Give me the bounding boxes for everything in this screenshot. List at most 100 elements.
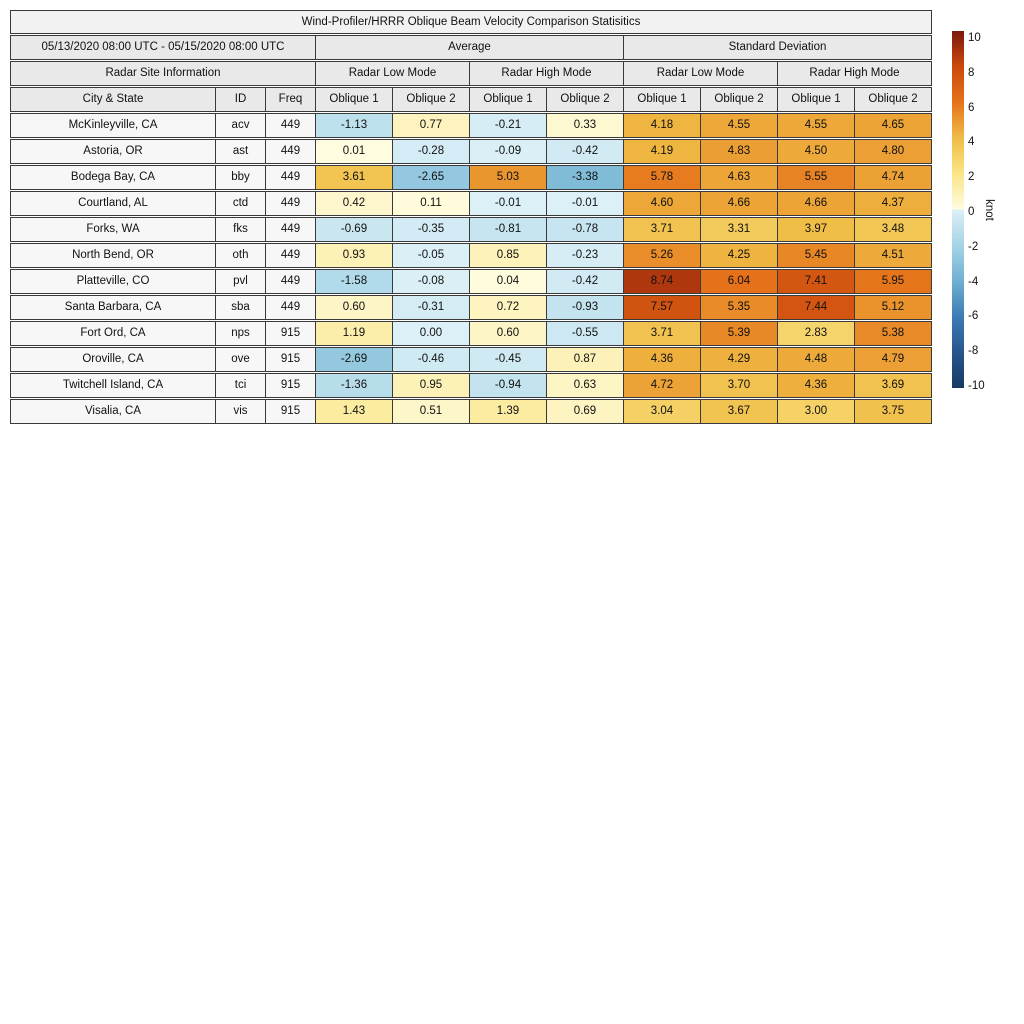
value-cell: 4.80: [854, 139, 932, 164]
value-cell: 0.85: [469, 243, 547, 268]
value-cell: -3.38: [546, 165, 624, 190]
freq-cell: 449: [265, 295, 316, 320]
table-row: Platteville, CO pvl 449 -1.58 -0.08 0.04 -0.42…: [10, 269, 932, 294]
column-header-row: City & State ID Freq Oblique 1 Oblique 2…: [10, 87, 932, 112]
value-cell: 3.61: [315, 165, 393, 190]
city-cell: Oroville, CA: [10, 347, 216, 372]
id-cell: vis: [215, 399, 266, 424]
value-cell: 4.36: [623, 347, 701, 372]
city-cell: Forks, WA: [10, 217, 216, 242]
value-cell: 5.45: [777, 243, 855, 268]
oblique2-header: Oblique 2: [854, 87, 932, 112]
colorbar-tick: -4: [968, 275, 979, 288]
value-cell: 3.04: [623, 399, 701, 424]
value-cell: -0.69: [315, 217, 393, 242]
value-cell: -0.94: [469, 373, 547, 398]
value-cell: 4.79: [854, 347, 932, 372]
value-cell: -0.42: [546, 269, 624, 294]
value-cell: -0.31: [392, 295, 470, 320]
freq-cell: 449: [265, 139, 316, 164]
group-header-row: 05/13/2020 08:00 UTC - 05/15/2020 08:00 …: [10, 35, 932, 60]
oblique2-header: Oblique 2: [392, 87, 470, 112]
value-cell: 0.93: [315, 243, 393, 268]
stats-table: Wind-Profiler/HRRR Oblique Beam Velocity…: [10, 10, 932, 424]
id-cell: sba: [215, 295, 266, 320]
value-cell: -0.93: [546, 295, 624, 320]
value-cell: 4.51: [854, 243, 932, 268]
value-cell: -0.42: [546, 139, 624, 164]
colorbar-tick: 2: [968, 171, 975, 184]
table-row: Bodega Bay, CA bby 449 3.61 -2.65 5.03 -3.38 5.…: [10, 165, 932, 190]
city-cell: McKinleyville, CA: [10, 113, 216, 138]
radar-site-information-header: Radar Site Information: [10, 61, 316, 86]
id-cell: ast: [215, 139, 266, 164]
value-cell: -0.45: [469, 347, 547, 372]
freq-cell: 915: [265, 399, 316, 424]
value-cell: -1.13: [315, 113, 393, 138]
value-cell: 5.78: [623, 165, 701, 190]
table-row: Fort Ord, CA nps 915 1.19 0.00 0.60 -0.55 3.71 5…: [10, 321, 932, 346]
value-cell: 0.63: [546, 373, 624, 398]
std-high-mode-header: Radar High Mode: [777, 61, 932, 86]
value-cell: -0.08: [392, 269, 470, 294]
id-cell: acv: [215, 113, 266, 138]
value-cell: 4.55: [777, 113, 855, 138]
value-cell: -0.35: [392, 217, 470, 242]
id-cell: bby: [215, 165, 266, 190]
value-cell: 0.04: [469, 269, 547, 294]
table-row: Santa Barbara, CA sba 449 0.60 -0.31 0.72 -0.9…: [10, 295, 932, 320]
colorbar-tick: -6: [968, 310, 979, 323]
value-cell: 5.35: [700, 295, 778, 320]
id-cell: oth: [215, 243, 266, 268]
id-cell: tci: [215, 373, 266, 398]
table-row: Forks, WA fks 449 -0.69 -0.35 -0.81 -0.78 3.71 3…: [10, 217, 932, 242]
value-cell: 3.70: [700, 373, 778, 398]
value-cell: 0.60: [315, 295, 393, 320]
value-cell: 4.48: [777, 347, 855, 372]
value-cell: 4.19: [623, 139, 701, 164]
value-cell: 7.44: [777, 295, 855, 320]
freq-cell: 449: [265, 165, 316, 190]
value-cell: 5.38: [854, 321, 932, 346]
city-state-header: City & State: [10, 87, 216, 112]
freq-cell: 449: [265, 191, 316, 216]
date-range: 05/13/2020 08:00 UTC - 05/15/2020 08:00 …: [10, 35, 316, 60]
value-cell: 3.75: [854, 399, 932, 424]
value-cell: 5.55: [777, 165, 855, 190]
value-cell: -0.01: [469, 191, 547, 216]
value-cell: -0.28: [392, 139, 470, 164]
value-cell: 3.69: [854, 373, 932, 398]
value-cell: 0.01: [315, 139, 393, 164]
value-cell: -0.81: [469, 217, 547, 242]
freq-cell: 915: [265, 347, 316, 372]
group-average: Average: [315, 35, 624, 60]
oblique1-header: Oblique 1: [777, 87, 855, 112]
city-cell: Platteville, CO: [10, 269, 216, 294]
value-cell: 4.60: [623, 191, 701, 216]
value-cell: 0.95: [392, 373, 470, 398]
group-standard-deviation: Standard Deviation: [623, 35, 932, 60]
value-cell: 6.04: [700, 269, 778, 294]
value-cell: 2.83: [777, 321, 855, 346]
freq-cell: 449: [265, 113, 316, 138]
oblique1-header: Oblique 1: [469, 87, 547, 112]
value-cell: 4.37: [854, 191, 932, 216]
table-row: North Bend, OR oth 449 0.93 -0.05 0.85 -0.23 5.…: [10, 243, 932, 268]
freq-header: Freq: [265, 87, 316, 112]
city-cell: Twitchell Island, CA: [10, 373, 216, 398]
value-cell: 3.71: [623, 321, 701, 346]
value-cell: 3.31: [700, 217, 778, 242]
value-cell: 7.41: [777, 269, 855, 294]
colorbar: [952, 31, 964, 388]
colorbar-tick: -2: [968, 240, 979, 253]
value-cell: -0.01: [546, 191, 624, 216]
value-cell: -0.46: [392, 347, 470, 372]
value-cell: 0.77: [392, 113, 470, 138]
value-cell: 1.43: [315, 399, 393, 424]
value-cell: 4.65: [854, 113, 932, 138]
value-cell: 4.29: [700, 347, 778, 372]
value-cell: -0.05: [392, 243, 470, 268]
oblique2-header: Oblique 2: [700, 87, 778, 112]
colorbar-tick: 0: [968, 206, 975, 218]
value-cell: -1.58: [315, 269, 393, 294]
